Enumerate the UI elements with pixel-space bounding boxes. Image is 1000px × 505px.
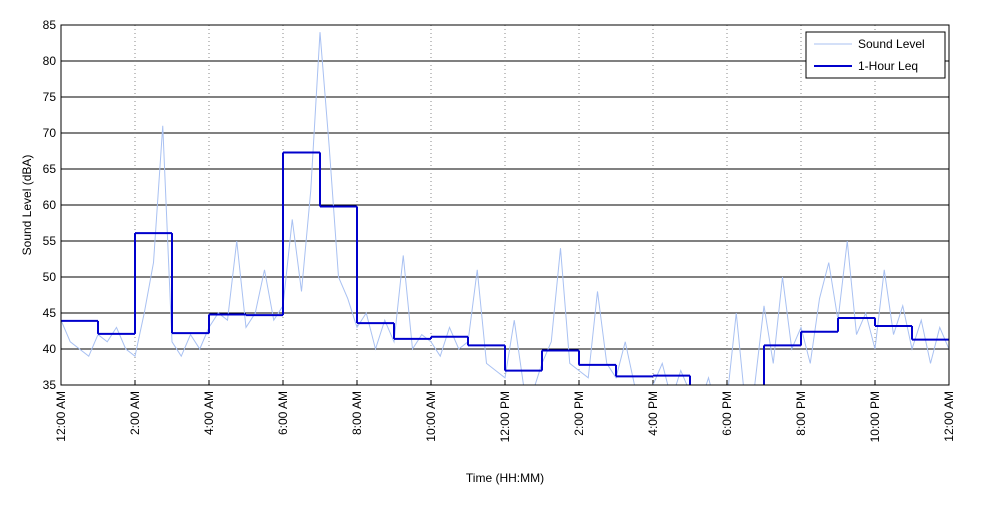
x-tick-label: 4:00 PM bbox=[646, 391, 660, 436]
x-tick-label: 2:00 PM bbox=[572, 391, 586, 436]
y-tick-label: 55 bbox=[43, 234, 57, 248]
y-tick-label: 45 bbox=[43, 306, 57, 320]
y-tick-label: 35 bbox=[43, 378, 57, 392]
x-tick-label: 10:00 AM bbox=[424, 391, 438, 442]
y-tick-label: 80 bbox=[43, 54, 57, 68]
x-tick-label: 12:00 PM bbox=[498, 391, 512, 442]
x-tick-label: 6:00 AM bbox=[276, 391, 290, 435]
y-axis-label: Sound Level (dBA) bbox=[20, 155, 34, 256]
legend-box bbox=[805, 31, 946, 79]
x-tick-label: 12:00 AM bbox=[942, 391, 956, 442]
x-tick-label: 10:00 PM bbox=[868, 391, 882, 442]
y-tick-label: 75 bbox=[43, 90, 57, 104]
x-tick-label: 6:00 PM bbox=[720, 391, 734, 436]
y-tick-label: 50 bbox=[43, 270, 57, 284]
x-axis-label: Time (HH:MM) bbox=[466, 471, 544, 485]
y-tick-label: 65 bbox=[43, 162, 57, 176]
y-tick-label: 70 bbox=[43, 126, 57, 140]
legend-label: 1-Hour Leq bbox=[858, 59, 918, 73]
plot-frame bbox=[60, 24, 950, 386]
y-tick-label: 40 bbox=[43, 342, 57, 356]
legend-label: Sound Level bbox=[858, 37, 925, 51]
x-tick-label: 4:00 AM bbox=[202, 391, 216, 435]
x-tick-label: 2:00 AM bbox=[128, 391, 142, 435]
y-tick-label: 60 bbox=[43, 198, 57, 212]
x-tick-label: 12:00 AM bbox=[54, 391, 68, 442]
x-tick-label: 8:00 AM bbox=[350, 391, 364, 435]
y-tick-label: 85 bbox=[43, 18, 57, 32]
plot-lines bbox=[61, 32, 949, 385]
x-tick-label: 8:00 PM bbox=[794, 391, 808, 436]
